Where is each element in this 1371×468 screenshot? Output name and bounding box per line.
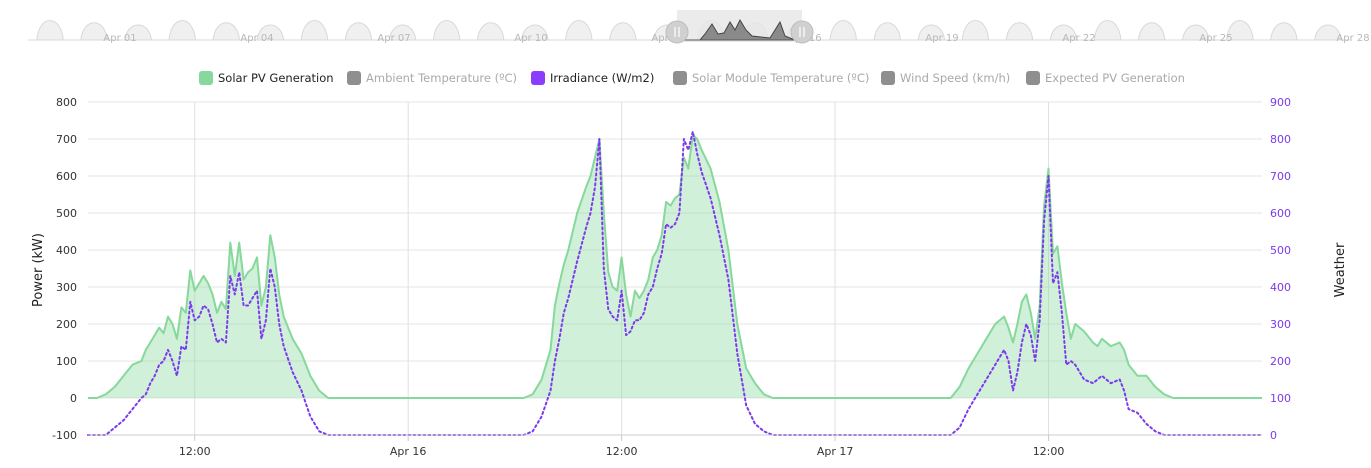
- x-axis-tick: 12:00: [1033, 445, 1065, 458]
- solar-pv-area: [88, 135, 1262, 399]
- handle-knob: [665, 20, 689, 44]
- grid: [88, 101, 1262, 436]
- right-axis-tick: 800: [1270, 133, 1291, 146]
- left-axis-tick: 300: [56, 281, 77, 294]
- legend-item[interactable]: Solar PV Generation: [199, 71, 334, 85]
- navigator-label: Apr 22: [1062, 33, 1095, 44]
- right-axis-tick: 0: [1270, 429, 1277, 442]
- x-axis-tick: Apr 17: [817, 445, 854, 458]
- navigator-label: Apr 19: [925, 33, 958, 44]
- left-axis-tick: 0: [70, 392, 77, 405]
- legend-label: Expected PV Generation: [1045, 71, 1185, 85]
- navigator-right-handle[interactable]: [790, 20, 814, 44]
- right-axis-tick: 900: [1270, 96, 1291, 109]
- x-axis-tick: Apr 16: [390, 445, 427, 458]
- legend-label: Ambient Temperature (ºC): [366, 71, 517, 85]
- left-axis-tick: 800: [56, 96, 77, 109]
- left-axis-tick: 200: [56, 318, 77, 331]
- legend-item[interactable]: Irradiance (W/m2): [531, 71, 654, 85]
- right-axis-tick: 500: [1270, 244, 1291, 257]
- legend-label: Solar PV Generation: [218, 71, 334, 85]
- x-axis-tick: 12:00: [179, 445, 211, 458]
- left-axis-title: Power (kW): [31, 233, 46, 307]
- left-axis-tick: 500: [56, 207, 77, 220]
- right-axis-title: Weather: [1333, 242, 1348, 297]
- legend-swatch: [1026, 71, 1040, 85]
- right-axis-tick: 200: [1270, 355, 1291, 368]
- right-axis-tick: 600: [1270, 207, 1291, 220]
- right-axis-tick: 100: [1270, 392, 1291, 405]
- legend-swatch: [881, 71, 895, 85]
- legend-item[interactable]: Solar Module Temperature (ºC): [673, 71, 869, 85]
- navigator-label: Apr 07: [377, 33, 410, 44]
- left-axis-tick: 100: [56, 355, 77, 368]
- x-axis-tick: 12:00: [606, 445, 638, 458]
- irradiance-line[interactable]: [87, 130, 1263, 436]
- navigator-label: Apr 01: [103, 33, 136, 44]
- series-layer: [87, 130, 1263, 436]
- legend-label: Irradiance (W/m2): [550, 71, 654, 85]
- legend-swatch: [673, 71, 687, 85]
- navigator-label: Apr 10: [514, 33, 547, 44]
- left-axis-tick: 600: [56, 170, 77, 183]
- navigator-label: Apr 25: [1199, 33, 1232, 44]
- left-axis-tick: 400: [56, 244, 77, 257]
- navigator-label: Apr 04: [240, 33, 273, 44]
- axes: 800 700 600 500 400 300 200 100 0 -100 900 800 700 60…: [52, 96, 1291, 458]
- legend: Solar PV Generation Ambient Temperature (…: [199, 71, 1185, 85]
- legend-label: Wind Speed (km/h): [900, 71, 1010, 85]
- left-axis-tick: 700: [56, 133, 77, 146]
- navigator-selected-series: [685, 18, 796, 41]
- right-axis-tick: 700: [1270, 170, 1291, 183]
- right-axis-tick: 400: [1270, 281, 1291, 294]
- left-axis-tick: -100: [52, 429, 77, 442]
- legend-swatch: [199, 71, 213, 85]
- navigator-left-handle[interactable]: [665, 20, 689, 44]
- legend-label: Solar Module Temperature (ºC): [692, 71, 869, 85]
- legend-item[interactable]: Ambient Temperature (ºC): [347, 71, 517, 85]
- legend-swatch: [347, 71, 361, 85]
- legend-item[interactable]: Expected PV Generation: [1026, 71, 1185, 85]
- legend-item[interactable]: Wind Speed (km/h): [881, 71, 1010, 85]
- right-axis-tick: 300: [1270, 318, 1291, 331]
- navigator-label: Apr 28: [1336, 33, 1369, 44]
- solar-pv-line[interactable]: [88, 134, 1262, 399]
- legend-swatch: [531, 71, 545, 85]
- handle-knob: [790, 20, 814, 44]
